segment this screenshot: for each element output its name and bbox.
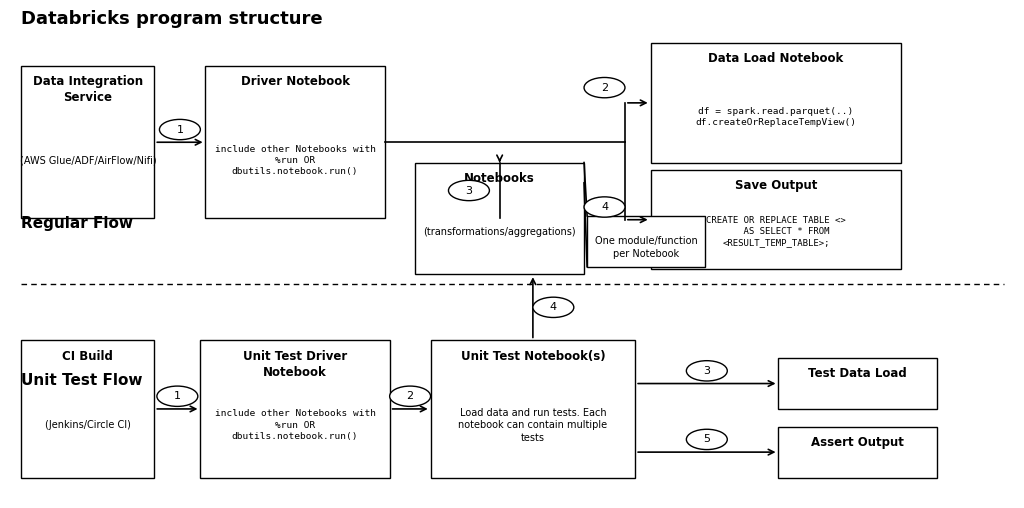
Text: 5: 5 bbox=[703, 434, 711, 444]
Circle shape bbox=[686, 361, 727, 381]
FancyBboxPatch shape bbox=[22, 66, 155, 218]
FancyBboxPatch shape bbox=[778, 358, 937, 409]
Text: Save Output: Save Output bbox=[734, 179, 817, 193]
FancyBboxPatch shape bbox=[587, 216, 705, 267]
Text: Unit Test Driver
Notebook: Unit Test Driver Notebook bbox=[243, 350, 347, 378]
FancyBboxPatch shape bbox=[430, 340, 635, 478]
Text: Regular Flow: Regular Flow bbox=[22, 216, 133, 231]
Text: 4: 4 bbox=[550, 302, 557, 312]
Text: Load data and run tests. Each
notebook can contain multiple
tests: Load data and run tests. Each notebook c… bbox=[459, 407, 607, 443]
FancyBboxPatch shape bbox=[650, 170, 901, 269]
Text: Unit Test Flow: Unit Test Flow bbox=[22, 373, 142, 389]
Text: Test Data Load: Test Data Load bbox=[808, 367, 907, 380]
Text: 3: 3 bbox=[703, 366, 711, 376]
FancyBboxPatch shape bbox=[415, 163, 584, 274]
Text: df = spark.read.parquet(..)
df.createOrReplaceTempView(): df = spark.read.parquet(..) df.createOrR… bbox=[695, 107, 856, 128]
FancyBboxPatch shape bbox=[650, 43, 901, 163]
Text: Data Load Notebook: Data Load Notebook bbox=[709, 52, 844, 66]
Circle shape bbox=[449, 180, 489, 201]
Text: 1: 1 bbox=[176, 124, 183, 135]
Text: 3: 3 bbox=[466, 185, 472, 196]
Text: include other Notebooks with
%run OR
dbutils.notebook.run(): include other Notebooks with %run OR dbu… bbox=[214, 409, 376, 441]
FancyBboxPatch shape bbox=[22, 340, 155, 478]
Circle shape bbox=[532, 297, 573, 318]
Text: include other Notebooks with
%run OR
dbutils.notebook.run(): include other Notebooks with %run OR dbu… bbox=[214, 145, 376, 176]
Text: CI Build: CI Build bbox=[62, 350, 114, 363]
Text: Assert Output: Assert Output bbox=[811, 436, 904, 449]
Circle shape bbox=[584, 197, 625, 217]
Text: 1: 1 bbox=[174, 391, 181, 401]
Text: (Jenkins/Circle CI): (Jenkins/Circle CI) bbox=[45, 421, 131, 430]
Text: 2: 2 bbox=[407, 391, 414, 401]
Text: Unit Test Notebook(s): Unit Test Notebook(s) bbox=[461, 350, 605, 363]
Text: Driver Notebook: Driver Notebook bbox=[241, 75, 349, 88]
FancyBboxPatch shape bbox=[206, 66, 385, 218]
Text: 2: 2 bbox=[601, 83, 608, 92]
Circle shape bbox=[157, 386, 198, 406]
Text: Notebooks: Notebooks bbox=[464, 172, 535, 185]
Text: 4: 4 bbox=[601, 202, 608, 212]
Circle shape bbox=[160, 119, 201, 140]
Circle shape bbox=[390, 386, 430, 406]
Text: One module/function
per Notebook: One module/function per Notebook bbox=[595, 236, 697, 259]
Circle shape bbox=[584, 77, 625, 98]
FancyBboxPatch shape bbox=[778, 427, 937, 478]
Circle shape bbox=[686, 429, 727, 450]
Text: CREATE OR REPLACE TABLE <>
    AS SELECT * FROM
<RESULT_TEMP_TABLE>;: CREATE OR REPLACE TABLE <> AS SELECT * F… bbox=[706, 216, 846, 247]
Text: Databricks program structure: Databricks program structure bbox=[22, 10, 323, 28]
Text: Data Integration
Service: Data Integration Service bbox=[33, 75, 143, 104]
Text: (transformations/aggregations): (transformations/aggregations) bbox=[423, 227, 575, 237]
FancyBboxPatch shape bbox=[201, 340, 390, 478]
Text: (AWS Glue/ADF/AirFlow/Nifi): (AWS Glue/ADF/AirFlow/Nifi) bbox=[19, 155, 156, 166]
